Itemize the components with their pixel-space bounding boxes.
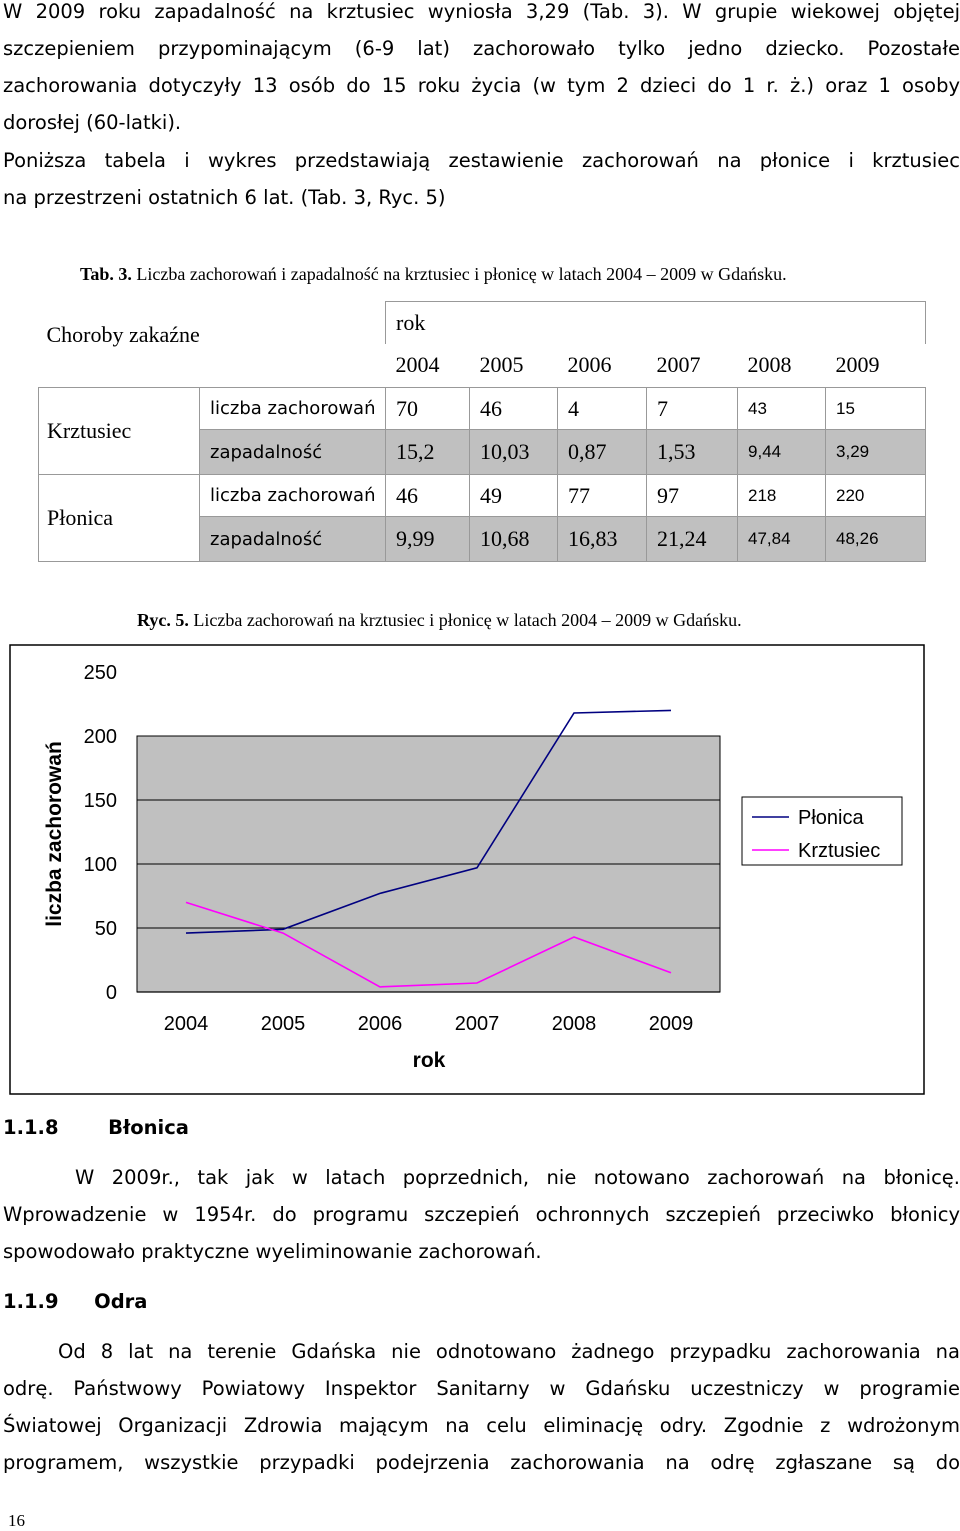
x-tick-label: 2006 (358, 1013, 403, 1035)
figure-caption-label: Ryc. 5. (137, 610, 189, 630)
x-tick-label: 2005 (261, 1013, 306, 1035)
table-cell: 15 (825, 387, 927, 430)
section-heading-119: 1.1.9 Odra (3, 1290, 147, 1313)
section-title: Odra (94, 1290, 148, 1313)
series-line-Krztusiec (185, 901, 672, 988)
y-tick-label: 100 (84, 854, 117, 876)
table-cell: 77 (557, 474, 648, 517)
table-row: Krztusiec liczba zachorowań 70 46 4 7 43… (38, 387, 927, 475)
table-cell: 49 (469, 474, 559, 517)
table-rok-label: rok (385, 301, 927, 344)
table-cell: 3,29 (825, 429, 927, 475)
disease-name: Krztusiec (38, 387, 200, 475)
intro-line: dorosłej (60-latki). (3, 111, 182, 134)
paragraph-line: spowodowało praktyczne wyeliminowanie za… (3, 1240, 542, 1263)
legend-label: Krztusiec (798, 840, 880, 862)
table-header-label: Choroby zakaźne (46, 321, 200, 347)
year-header: 2004 (385, 343, 470, 388)
table-caption-text: Liczba zachorowań i zapadalność na krztu… (136, 264, 787, 284)
table-cell: 70 (385, 387, 471, 430)
paragraph-line: odrę. Państwowy Powiatowy Inspektor Sani… (3, 1377, 960, 1400)
table-cell: 4 (557, 387, 648, 430)
table-cell: 43 (737, 387, 827, 430)
table-cell: 97 (646, 474, 739, 517)
y-axis-title: liczba zachorowań (43, 741, 66, 927)
legend-label: Płonica (798, 807, 864, 829)
row-label: liczba zachorowań (198, 387, 387, 430)
series-line-Płonica (185, 709, 672, 934)
figure-caption-text: Liczba zachorowań na krztusiec i płonicę… (193, 610, 742, 630)
row-label: liczba zachorowań (198, 474, 387, 517)
intro-line: Poniższa tabela i wykres przedstawiają z… (3, 149, 960, 172)
table-cell: 218 (737, 474, 827, 517)
intro-line: szczepieniem przypominającym (6-9 lat) z… (3, 37, 960, 60)
x-tick-label: 2009 (649, 1013, 694, 1035)
year-header: 2008 (737, 343, 826, 388)
y-tick-label: 150 (84, 790, 117, 812)
table-row: Płonica liczba zachorowań 46 49 77 97 21… (38, 474, 927, 562)
table-cell: 9,99 (385, 516, 471, 562)
y-tick-label: 0 (106, 982, 117, 1004)
incidence-table: Choroby zakaźne rok 2004 2005 2006 2007 … (38, 301, 927, 562)
table-cell: 15,2 (385, 429, 471, 475)
paragraph-line: Wprowadzenie w 1954r. do programu szczep… (3, 1203, 960, 1226)
legend-box (741, 796, 903, 866)
section-number: 1.1.8 (3, 1116, 59, 1139)
year-header: 2006 (557, 343, 647, 388)
paragraph-line: W 2009r., tak jak w latach poprzednich, … (75, 1166, 960, 1189)
table-cell: 220 (825, 474, 927, 517)
section-title: Błonica (108, 1116, 189, 1139)
intro-line: W 2009 roku zapadalność na krztusiec wyn… (3, 0, 960, 23)
table-cell: 0,87 (557, 429, 648, 475)
table-cell: 46 (385, 474, 471, 517)
disease-name: Płonica (38, 474, 200, 562)
line-chart: 0 50 100 150 200 250 2004 2005 2006 2007 2008 2009… (9, 644, 925, 1095)
paragraph-line: Światowej Organizacji Zdrowia mającym na… (3, 1414, 960, 1437)
year-header: 2009 (825, 343, 926, 388)
x-tick-label: 2007 (455, 1013, 500, 1035)
table-caption-label: Tab. 3. (80, 264, 132, 284)
x-tick-label: 2008 (552, 1013, 597, 1035)
legend: Płonica Krztusiec (741, 796, 903, 866)
y-tick-label: 200 (84, 726, 117, 748)
table-cell: 46 (469, 387, 559, 430)
row-label: zapadalność (198, 516, 387, 562)
table-cell: 48,26 (825, 516, 927, 562)
year-header: 2007 (646, 343, 738, 388)
paragraph-line: Od 8 lat na terenie Gdańska nie odnotowa… (58, 1340, 960, 1363)
section-heading-118: 1.1.8 Błonica (3, 1116, 189, 1139)
y-tick-label: 250 (84, 662, 117, 684)
section-119-paragraph: Od 8 lat na terenie Gdańska nie odnotowa… (3, 1333, 960, 1481)
intro-line: na przestrzeni ostatnich 6 lat. (Tab. 3,… (3, 186, 446, 209)
year-header: 2005 (469, 343, 558, 388)
table-cell: 21,24 (646, 516, 739, 562)
figure-caption: Ryc. 5. Liczba zachorowań na krztusiec i… (137, 610, 742, 631)
table-row: zapadalność 15,2 10,03 0,87 1,53 9,44 3,… (39, 429, 927, 475)
table-cell: 1,53 (646, 429, 739, 475)
table-cell: 10,03 (469, 429, 559, 475)
row-label: zapadalność (198, 429, 387, 475)
table-cell: 47,84 (737, 516, 827, 562)
table-cell: 7 (646, 387, 739, 430)
x-axis-title: rok (413, 1049, 446, 1072)
intro-line: zachorowania dotyczyły 13 osób do 15 rok… (3, 74, 960, 97)
table-cell: 9,44 (737, 429, 827, 475)
intro-paragraph-2: Poniższa tabela i wykres przedstawiają z… (3, 142, 960, 216)
section-number: 1.1.9 (3, 1290, 59, 1313)
table-caption: Tab. 3. Liczba zachorowań i zapadalność … (80, 264, 787, 285)
intro-paragraph: W 2009 roku zapadalność na krztusiec wyn… (3, 0, 960, 141)
paragraph-line: programem, wszystkie przypadki podejrzen… (3, 1451, 960, 1474)
table-row: zapadalność 9,99 10,68 16,83 21,24 47,84… (39, 516, 927, 562)
y-tick-label: 50 (95, 918, 117, 940)
page-number: 16 (8, 1511, 25, 1530)
section-118-paragraph: W 2009r., tak jak w latach poprzednich, … (3, 1159, 960, 1270)
x-tick-label: 2004 (164, 1013, 209, 1035)
table-cell: 10,68 (469, 516, 559, 562)
table-cell: 16,83 (557, 516, 648, 562)
